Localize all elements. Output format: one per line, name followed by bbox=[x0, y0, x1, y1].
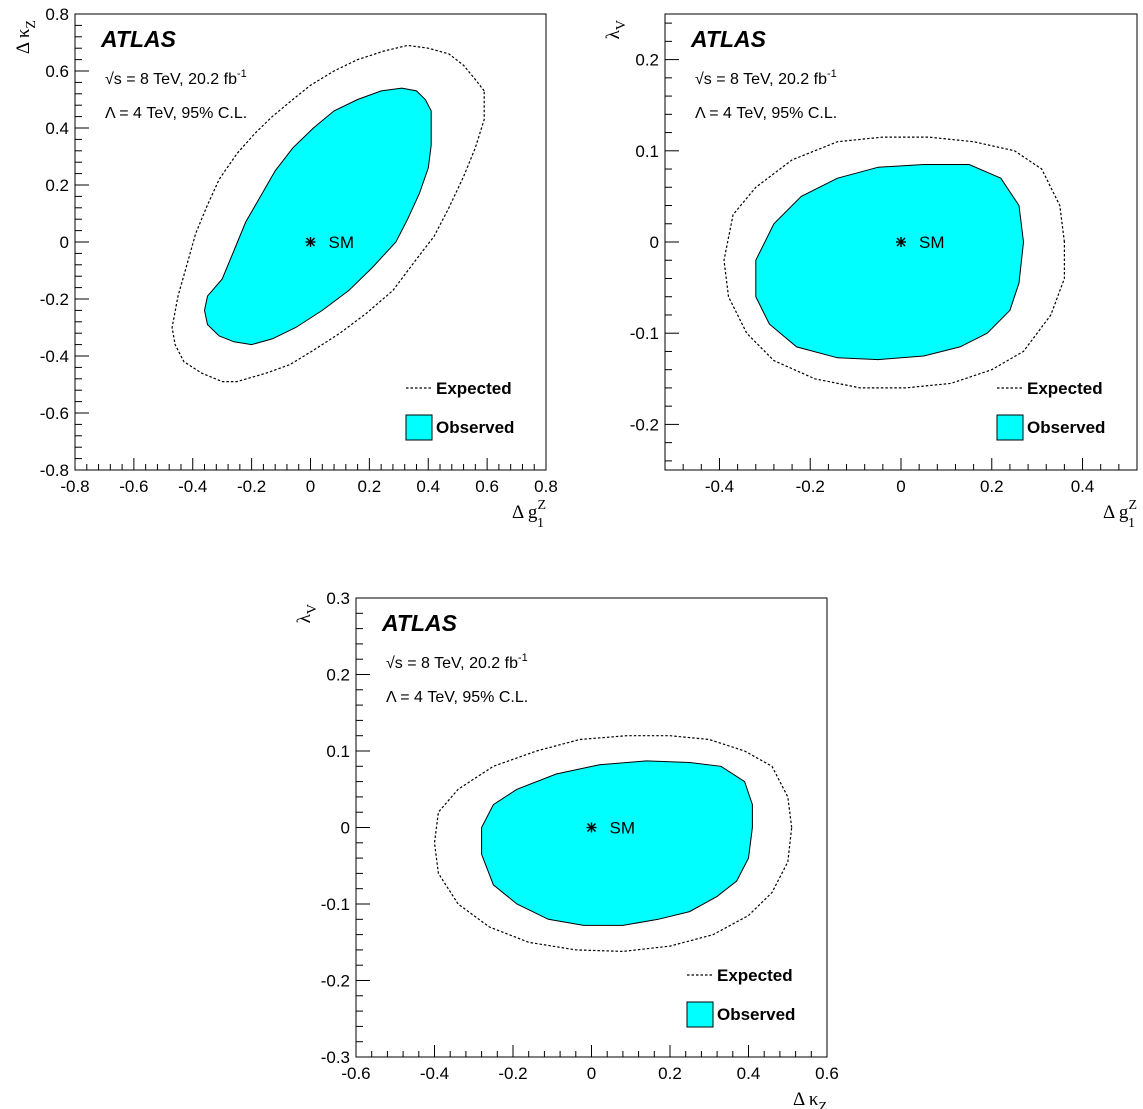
y-tick-label: -0.1 bbox=[630, 324, 659, 343]
chart-panel-top-left: -0.8 -0.6 -0.4 -0.2 0 0.2 0.4 0.6 0.8 -0.8 -0.6 -0.… bbox=[13, 5, 558, 531]
x-tick-label: -0.2 bbox=[796, 477, 825, 496]
lambda-label: Λ = 4 TeV, 95% C.L. bbox=[105, 105, 247, 122]
legend-expected-label: Expected bbox=[1027, 379, 1103, 398]
y-tick-label: 0.2 bbox=[635, 51, 659, 70]
y-tick-label: 0.1 bbox=[635, 142, 659, 161]
sm-marker-stroke bbox=[587, 823, 596, 832]
y-tick-label: -0.2 bbox=[40, 290, 69, 309]
expected-contour bbox=[723, 136, 1066, 389]
x-tick-label: -0.8 bbox=[60, 477, 89, 496]
y-tick-label: -0.1 bbox=[321, 895, 350, 914]
chart-panel-top-right: -0.4 -0.2 0 0.2 0.4 -0.2 -0.1 0 0.1 0.2 Δ gZ 1 λV ATL… bbox=[603, 13, 1138, 531]
x-tick-label: 0.4 bbox=[1071, 477, 1095, 496]
x-tick-label: 0.2 bbox=[358, 477, 382, 496]
x-tick-label: 0.8 bbox=[534, 477, 558, 496]
x-axis-label: Δ gZ 1 bbox=[512, 498, 546, 531]
sm-label: SM bbox=[919, 233, 945, 252]
legend-observed-label: Observed bbox=[1027, 418, 1105, 437]
x-tick-label: -0.2 bbox=[237, 477, 266, 496]
y-tick-label: 0.1 bbox=[326, 742, 350, 761]
x-tick-label: -0.4 bbox=[420, 1064, 449, 1083]
x-axis-label: Δ κZ bbox=[793, 1089, 827, 1109]
lambda-label: Λ = 4 TeV, 95% C.L. bbox=[695, 105, 837, 122]
x-tick-label: -0.4 bbox=[705, 477, 734, 496]
x-tick-label: -0.6 bbox=[341, 1064, 370, 1083]
sm-marker-stroke bbox=[896, 237, 906, 247]
legend-expected-label: Expected bbox=[436, 379, 512, 398]
y-tick-label: 0.4 bbox=[45, 119, 69, 138]
sm-label: SM bbox=[610, 819, 636, 838]
sm-label: SM bbox=[329, 233, 355, 252]
x-tick-label: 0.4 bbox=[737, 1064, 761, 1083]
y-tick-label: -0.4 bbox=[40, 347, 69, 366]
x-tick-label: 0.2 bbox=[980, 477, 1004, 496]
x-tick-label: 0 bbox=[587, 1064, 596, 1083]
y-tick-label: -0.3 bbox=[321, 1048, 350, 1067]
x-axis-label: Δ gZ 1 bbox=[1103, 498, 1137, 531]
x-tick-label: 0.6 bbox=[815, 1064, 839, 1083]
sm-marker bbox=[896, 237, 906, 247]
energy-label: √s = 8 TeV, 20.2 fb-1 bbox=[386, 652, 528, 672]
observed-contour bbox=[755, 164, 1025, 361]
x-tick-label: -0.4 bbox=[178, 477, 207, 496]
observed-contour bbox=[481, 760, 753, 926]
y-tick-label: 0 bbox=[60, 233, 69, 252]
y-axis-label: λV bbox=[294, 604, 320, 623]
legend-observed-label: Observed bbox=[717, 1005, 795, 1024]
y-tick-label: 0.3 bbox=[326, 589, 350, 608]
x-tick-label: 0.2 bbox=[658, 1064, 682, 1083]
x-tick-label: 0 bbox=[306, 477, 315, 496]
x-tick-label: -0.2 bbox=[498, 1064, 527, 1083]
y-tick-label: 0 bbox=[650, 233, 659, 252]
x-tick-label: -0.6 bbox=[119, 477, 148, 496]
y-tick-label: -0.2 bbox=[630, 415, 659, 434]
y-tick-label: -0.2 bbox=[321, 972, 350, 991]
expected-contour bbox=[171, 44, 485, 383]
x-tick-label: 0.6 bbox=[475, 477, 499, 496]
y-tick-label: 0 bbox=[341, 819, 350, 838]
x-tick-label: 0.4 bbox=[416, 477, 440, 496]
sm-marker bbox=[586, 822, 597, 833]
legend-observed-label: Observed bbox=[436, 418, 514, 437]
y-tick-label: -0.6 bbox=[40, 404, 69, 423]
y-tick-label: 0.6 bbox=[45, 62, 69, 81]
energy-label: √s = 8 TeV, 20.2 fb-1 bbox=[695, 68, 837, 88]
y-tick-label: -0.8 bbox=[40, 461, 69, 480]
sm-marker-stroke bbox=[306, 237, 315, 247]
x-tick-label: 0 bbox=[896, 477, 905, 496]
y-axis-label: Δ κZ bbox=[13, 20, 39, 54]
expected-contour bbox=[433, 735, 793, 953]
legend-expected-label: Expected bbox=[717, 966, 793, 985]
lambda-label: Λ = 4 TeV, 95% C.L. bbox=[386, 689, 528, 706]
sm-marker bbox=[305, 237, 316, 247]
atlas-label: ATLAS bbox=[381, 610, 458, 636]
observed-contour bbox=[203, 87, 432, 346]
y-axis-label: λV bbox=[603, 20, 629, 39]
chart-panel-bottom-center: -0.6 -0.4 -0.2 0 0.2 0.4 0.6 -0.3 -0.2 -0.1 0 0.1 0.… bbox=[294, 589, 839, 1109]
legend-observed-swatch bbox=[686, 1001, 714, 1028]
legend-observed-swatch bbox=[405, 414, 433, 441]
energy-label: √s = 8 TeV, 20.2 fb-1 bbox=[105, 68, 247, 88]
y-tick-label: 0.2 bbox=[45, 176, 69, 195]
atlas-label: ATLAS bbox=[690, 26, 767, 52]
legend-observed-swatch bbox=[996, 414, 1024, 441]
y-tick-label: 0.8 bbox=[45, 5, 69, 24]
y-tick-label: 0.2 bbox=[326, 666, 350, 685]
atlas-label: ATLAS bbox=[100, 26, 177, 52]
